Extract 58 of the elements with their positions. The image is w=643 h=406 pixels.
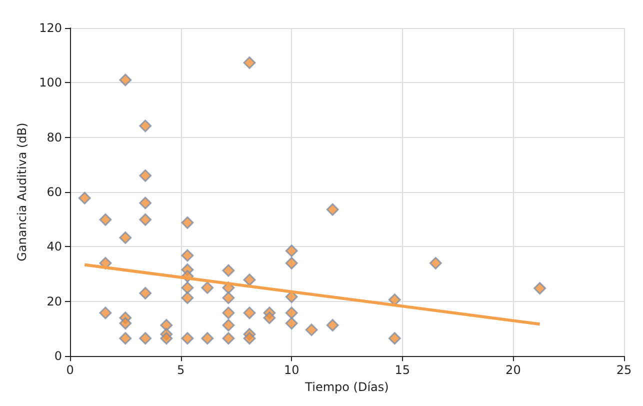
point: [429, 256, 442, 270]
point: [222, 306, 235, 320]
y-tick-label: 20: [46, 294, 62, 308]
point: [243, 332, 256, 345]
x-tick-label: 0: [66, 363, 74, 378]
point: [201, 332, 214, 345]
y-tick-label: 120: [39, 21, 62, 35]
point: [119, 74, 132, 86]
y-tick-label: 0: [54, 349, 62, 364]
point: [388, 332, 401, 345]
point: [285, 317, 298, 330]
point: [139, 286, 152, 300]
point: [326, 318, 339, 332]
x-tick-label: 25: [616, 363, 632, 378]
point: [243, 56, 256, 69]
point: [139, 196, 152, 210]
point: [201, 281, 214, 294]
point: [139, 213, 152, 226]
x-axis-title: Tiempo (Días): [304, 380, 389, 394]
point: [78, 192, 91, 204]
x-tick-label: 10: [284, 363, 300, 378]
point: [99, 213, 112, 226]
point: [285, 306, 298, 320]
point: [181, 281, 194, 294]
y-tick-label: 60: [46, 185, 62, 200]
point: [99, 306, 112, 320]
point: [139, 169, 152, 182]
point: [305, 324, 318, 336]
point: [222, 264, 235, 277]
point: [243, 306, 256, 320]
y-axis-title: Ganancia Auditiva (dB): [15, 122, 30, 262]
point: [243, 274, 256, 286]
point: [160, 332, 173, 345]
point: [119, 317, 132, 330]
point: [181, 292, 194, 304]
y-tick-label: 80: [46, 130, 62, 144]
point: [119, 231, 132, 244]
y-tick-label: 40: [46, 240, 62, 254]
point: [181, 332, 194, 345]
point: [534, 282, 546, 295]
point: [222, 318, 235, 332]
point: [222, 332, 235, 345]
point: [181, 249, 194, 262]
x-tick-label: 20: [506, 363, 521, 378]
point: [160, 318, 173, 332]
point: [139, 120, 152, 132]
point: [326, 203, 339, 216]
point: [222, 292, 235, 304]
y-tick-label: 100: [39, 76, 62, 90]
point: [285, 244, 298, 258]
point: [139, 332, 152, 345]
point: [119, 332, 132, 345]
point: [285, 290, 298, 304]
point: [263, 312, 276, 324]
x-tick-label: 5: [176, 363, 185, 378]
point: [181, 216, 194, 229]
x-tick-label: 15: [394, 363, 410, 378]
point: [285, 256, 298, 270]
